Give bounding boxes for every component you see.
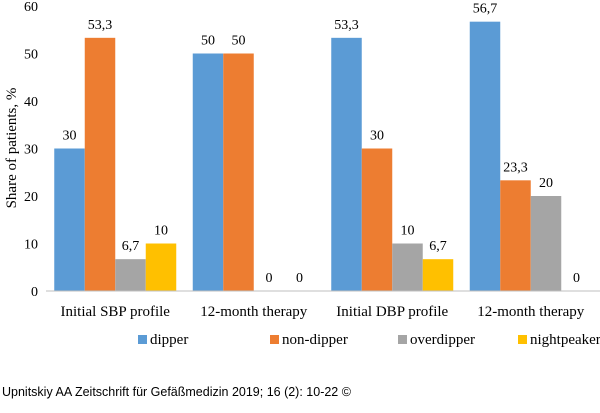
bar-dipper bbox=[331, 37, 362, 292]
bar-overdipper bbox=[392, 243, 423, 291]
data-label-non-dipper: 50 bbox=[232, 34, 246, 49]
data-label-overdipper: 0 bbox=[266, 271, 273, 286]
bar-dipper bbox=[469, 21, 501, 292]
y-tick-label: 30 bbox=[24, 143, 38, 158]
bar-nightpeaker bbox=[422, 259, 454, 291]
legend-label-nightpeaker: nightpeaker bbox=[530, 332, 600, 348]
legend-label-overdipper: overdipper bbox=[410, 332, 475, 348]
data-label-dipper: 50 bbox=[201, 34, 215, 49]
y-tick-label: 50 bbox=[24, 48, 38, 63]
legend-swatch-non-dipper bbox=[270, 335, 279, 344]
bar-nightpeaker bbox=[145, 243, 177, 291]
y-tick-label: 10 bbox=[24, 238, 38, 253]
bar-overdipper bbox=[530, 196, 562, 291]
source-note: Upnitskiy AA Zeitschrift für Gefäßmedizi… bbox=[2, 385, 351, 399]
data-label-dipper: 56,7 bbox=[473, 2, 498, 17]
bar-non-dipper bbox=[500, 180, 531, 291]
bars bbox=[54, 21, 562, 292]
data-label-non-dipper: 23,3 bbox=[503, 160, 528, 175]
y-tick-label: 40 bbox=[24, 95, 38, 110]
data-label-nightpeaker: 10 bbox=[154, 224, 168, 239]
data-label-dipper: 30 bbox=[63, 129, 77, 144]
data-label-dipper: 53,3 bbox=[334, 18, 359, 33]
data-label-nightpeaker: 0 bbox=[296, 271, 303, 286]
y-tick-label: 0 bbox=[31, 285, 38, 300]
bar-non-dipper bbox=[361, 148, 393, 291]
x-tick-label: Initial DBP profile bbox=[336, 304, 448, 320]
legend-swatch-dipper bbox=[138, 335, 147, 344]
legend-swatch-overdipper bbox=[398, 335, 407, 344]
y-tick-label: 20 bbox=[24, 190, 38, 205]
y-axis-title: Share of patients, % bbox=[4, 88, 20, 209]
x-tick-label: 12-month therapy bbox=[200, 304, 308, 320]
bar-dipper bbox=[54, 148, 85, 291]
data-label-overdipper: 20 bbox=[539, 176, 553, 191]
y-tick-label: 60 bbox=[24, 0, 38, 15]
bar-overdipper bbox=[115, 259, 146, 291]
x-axis: Initial SBP profile 12-month therapy Initi… bbox=[46, 290, 600, 320]
data-label-overdipper: 10 bbox=[401, 224, 415, 239]
legend-label-non-dipper: non-dipper bbox=[282, 332, 348, 348]
legend-label-dipper: dipper bbox=[150, 332, 188, 348]
bar-dipper bbox=[192, 53, 224, 291]
data-label-non-dipper: 53,3 bbox=[88, 18, 113, 33]
data-label-nightpeaker: 0 bbox=[573, 271, 580, 286]
y-axis: 0 10 20 30 40 50 60 bbox=[24, 0, 38, 300]
data-label-non-dipper: 30 bbox=[370, 129, 384, 144]
x-tick-label: 12-month therapy bbox=[477, 304, 585, 320]
legend: dipper non-dipper overdipper nightpeaker bbox=[138, 332, 600, 348]
value-labels: 30 53,3 6,7 10 50 50 0 0 53,3 30 10 6,7 56,7 23,3 20 0 bbox=[63, 2, 581, 286]
x-tick-label: Initial SBP profile bbox=[61, 304, 171, 320]
data-label-overdipper: 6,7 bbox=[122, 239, 140, 254]
bar-non-dipper bbox=[223, 53, 254, 291]
legend-swatch-nightpeaker bbox=[518, 335, 527, 344]
data-label-nightpeaker: 6,7 bbox=[429, 239, 447, 254]
bar-non-dipper bbox=[84, 37, 116, 292]
